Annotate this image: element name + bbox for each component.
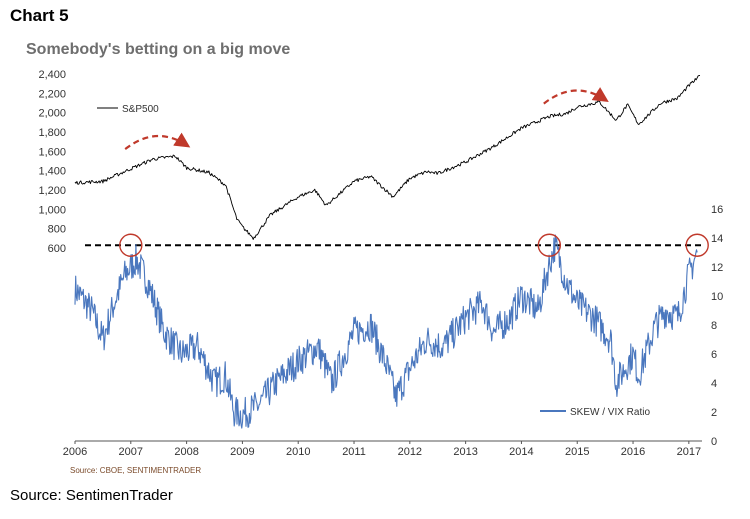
x-tick-label: 2009 <box>230 446 254 458</box>
x-tick-label: 2012 <box>398 446 422 458</box>
y-right-tick-label: 8 <box>711 320 717 332</box>
y-left-tick-label: 1,200 <box>38 185 66 197</box>
x-tick-label: 2013 <box>453 446 477 458</box>
chart-source-note: Source: CBOE, SENTIMENTRADER <box>70 466 201 475</box>
y-left-tick-label: 2,200 <box>38 88 66 100</box>
x-tick-label: 2015 <box>565 446 589 458</box>
x-tick-label: 2014 <box>509 446 533 458</box>
x-tick-label: 2016 <box>621 446 645 458</box>
legend-label-skew: SKEW / VIX Ratio <box>570 407 650 418</box>
x-tick-label: 2006 <box>63 446 87 458</box>
y-right-tick-label: 6 <box>711 349 717 361</box>
legend-group: S&P500 SKEW / VIX Ratio <box>97 104 650 418</box>
y-right-tick-label: 4 <box>711 378 717 390</box>
y-left-tick-label: 2,400 <box>38 69 66 81</box>
trend-arrow <box>543 87 609 105</box>
y-left-tick-label: 2,000 <box>38 108 66 120</box>
peak-circle <box>119 233 143 257</box>
y-left-tick-label: 600 <box>48 243 66 255</box>
footer-source: Source: SentimenTrader <box>10 487 173 504</box>
trend-arrow <box>124 132 191 150</box>
y-right-tick-label: 12 <box>711 262 723 274</box>
peak-circle <box>685 233 709 257</box>
y-right-tick-label: 14 <box>711 233 723 245</box>
chart-title: Somebody's betting on a big move <box>26 41 291 58</box>
y-right-tick-label: 2 <box>711 407 717 419</box>
skew-vix-series-group <box>74 234 698 429</box>
y-right-tick-label: 16 <box>711 204 723 216</box>
x-tick-label: 2007 <box>119 446 143 458</box>
spx-line <box>74 75 701 240</box>
chart-label: Chart 5 <box>10 6 69 25</box>
y-left-tick-label: 1,800 <box>38 127 66 139</box>
y-left-tick-label: 1,600 <box>38 146 66 158</box>
annotations-group <box>119 87 709 257</box>
x-tick-label: 2010 <box>286 446 310 458</box>
spx-series-group <box>74 75 701 240</box>
y-right-tick-label: 0 <box>711 436 717 448</box>
axes-group: 2006 2007 2008 2009 2010 2011 2012 2013 2014 2015… <box>38 69 723 458</box>
x-tick-label: 2008 <box>174 446 198 458</box>
y-left-tick-label: 1,000 <box>38 204 66 216</box>
legend-label-spx: S&P500 <box>122 104 159 115</box>
x-tick-label: 2017 <box>677 446 701 458</box>
y-left-tick-label: 1,400 <box>38 166 66 178</box>
peak-circle <box>537 233 562 257</box>
x-tick-label: 2011 <box>342 446 366 458</box>
skew-vix-line <box>74 234 698 429</box>
y-right-tick-label: 10 <box>711 291 723 303</box>
y-left-tick-label: 800 <box>48 224 66 236</box>
